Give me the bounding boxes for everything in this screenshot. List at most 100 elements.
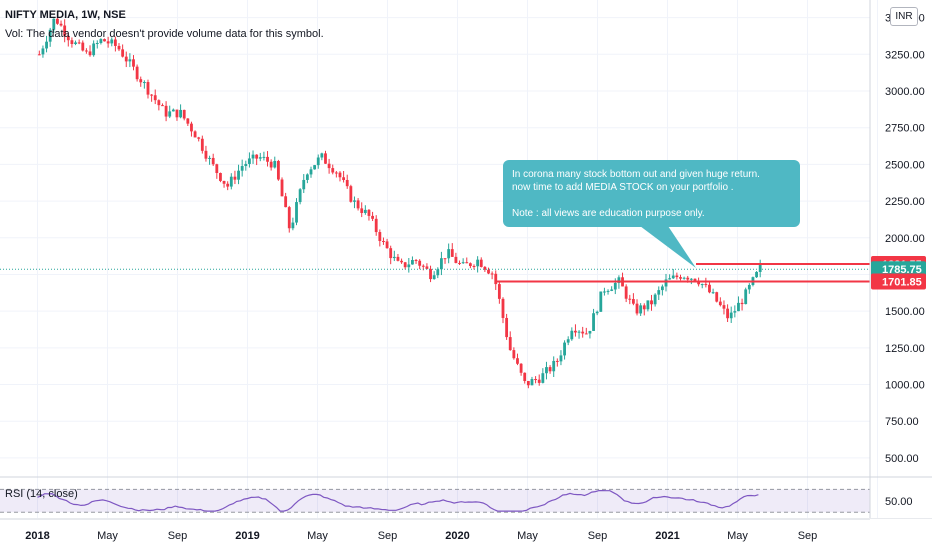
candle-body (313, 165, 317, 170)
candle-body (400, 260, 403, 263)
candle-body (229, 176, 233, 187)
candle-body (345, 179, 349, 187)
candle-body (429, 268, 432, 280)
rsi-label[interactable]: RSI (14, close) (5, 488, 78, 500)
candle-body (519, 363, 523, 373)
price-level-badge[interactable] (871, 261, 926, 278)
time-axis-label: Sep (168, 530, 188, 542)
price-tick-label: 2750.00 (885, 123, 925, 135)
candle-body (208, 157, 211, 159)
candle-body (461, 262, 465, 264)
candle-body (530, 379, 534, 386)
candle-body (88, 51, 92, 56)
callout-text-line: Note : all views are education purpose o… (512, 208, 705, 219)
candle-body (389, 248, 393, 259)
volume-note: Vol: The data vendor doesn't provide vol… (5, 28, 324, 40)
candle-body (396, 256, 400, 261)
candle-body (465, 262, 469, 264)
candle-body (425, 266, 429, 269)
candle-body (153, 95, 157, 101)
price-level-label: 1785.75 (882, 264, 922, 276)
candle-body (566, 339, 570, 343)
candle-body (331, 168, 335, 173)
candle-body (689, 278, 693, 280)
candle-body (628, 298, 632, 300)
annotation-callout[interactable]: In corona many stock bottom out and give… (503, 160, 800, 268)
candle-body (204, 150, 208, 159)
callout-box (503, 160, 800, 227)
candle-body (548, 367, 552, 372)
symbol-title[interactable]: NIFTY MEDIA, 1W, NSE (5, 9, 126, 21)
currency-badge[interactable]: INR (890, 7, 918, 26)
candle-body (541, 373, 545, 383)
candle-body (59, 23, 63, 26)
candle-body (92, 43, 96, 56)
candle-body (248, 158, 251, 164)
candle-body (179, 109, 182, 118)
candle-body (284, 196, 288, 208)
candle-body (353, 200, 356, 202)
candle-body (700, 284, 704, 286)
candle-body (356, 200, 360, 209)
candle-body (324, 153, 327, 164)
candle-body (219, 173, 222, 181)
candle-body (592, 313, 595, 331)
candle-body (516, 358, 519, 364)
candle-body (77, 42, 81, 44)
candle-body (226, 183, 230, 187)
candle-body (722, 305, 726, 309)
time-axis-label: 2018 (25, 530, 49, 542)
price-level-badge[interactable] (871, 273, 926, 290)
time-axis-label: May (517, 530, 538, 542)
candle-body (472, 266, 476, 268)
candle-body (497, 284, 501, 299)
candle-body (193, 131, 197, 138)
candle-body (577, 331, 581, 333)
candle-body (128, 59, 132, 62)
candle-body (349, 186, 353, 202)
candle-body (454, 256, 458, 263)
candle-body (142, 82, 146, 84)
candle-body (487, 269, 490, 274)
candle-body (559, 355, 563, 362)
candle-body (392, 256, 396, 259)
candle-body (758, 265, 762, 272)
candle-body (70, 40, 74, 45)
candle-body (110, 39, 114, 44)
candle-body (135, 66, 139, 80)
candle-body (81, 42, 85, 51)
candle-body (468, 263, 472, 267)
candle-body (106, 41, 110, 44)
candle-body (411, 260, 414, 265)
candle-body (617, 277, 621, 283)
candle-body (385, 241, 389, 249)
candle-body (363, 209, 367, 213)
candle-body (320, 153, 324, 158)
candle-body (117, 45, 121, 50)
candle-body (161, 105, 164, 107)
candle-body (443, 258, 447, 260)
candle-body (679, 277, 682, 279)
candle-body (175, 109, 179, 118)
candle-body (280, 179, 284, 197)
candle-body (624, 286, 628, 299)
candle-body (697, 281, 701, 285)
candle-body (693, 278, 697, 282)
candle-body (653, 294, 657, 305)
time-axis-label: 2021 (655, 530, 679, 542)
candle-body (414, 260, 418, 262)
price-tick-label: 2500.00 (885, 159, 925, 171)
time-axis-label: 2019 (235, 530, 259, 542)
candle-body (537, 379, 541, 383)
candle-body (545, 367, 548, 374)
candle-body (432, 275, 436, 280)
candle-body (552, 360, 556, 372)
candle-body (360, 208, 364, 213)
candle-body (157, 100, 161, 106)
candle-body (295, 202, 298, 223)
candle-body (182, 109, 186, 119)
rsi-tick-label: 50.00 (885, 496, 913, 508)
candle-body (382, 241, 385, 243)
